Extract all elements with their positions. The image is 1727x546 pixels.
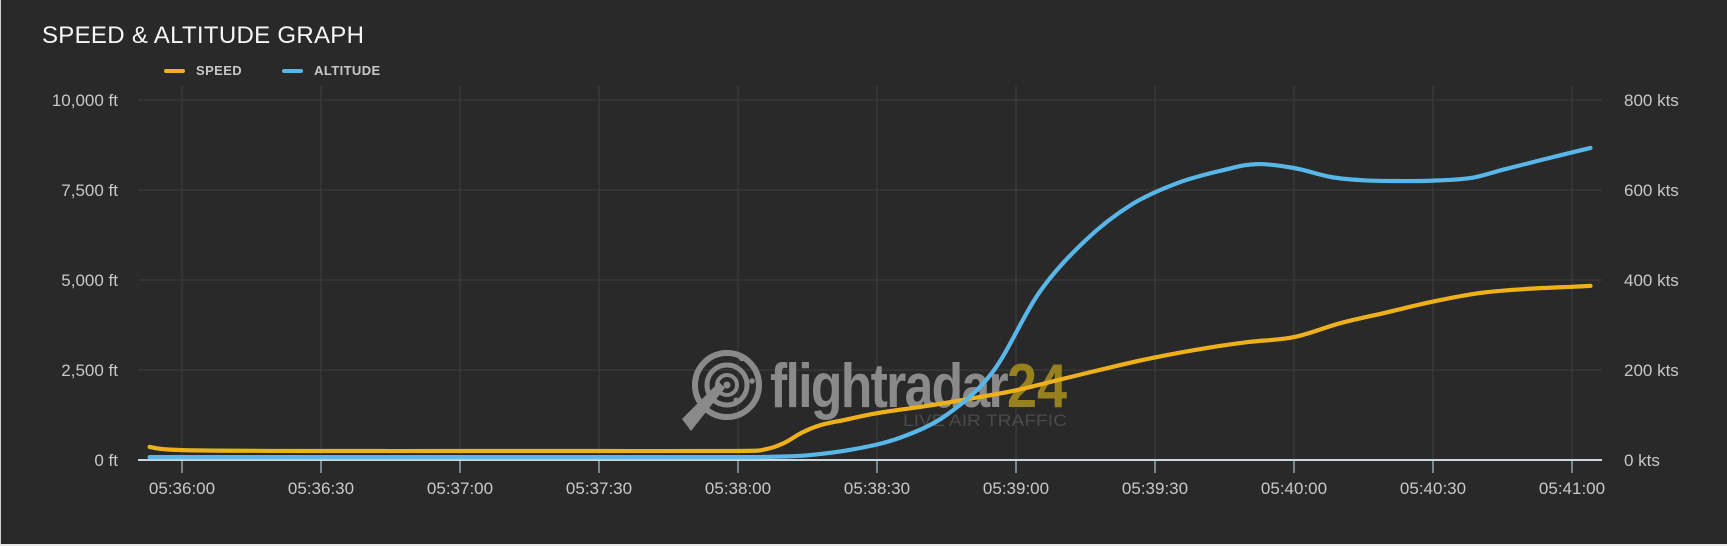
y-left-tick-label: 7,500 ft [61,181,118,200]
x-tick-label: 05:38:30 [844,479,910,498]
speed-line-swatch [164,68,185,73]
x-tick-label: 05:37:00 [427,479,493,498]
x-tick-label: 05:39:00 [983,479,1049,498]
x-tick-label: 05:38:00 [705,479,771,498]
series-layer [147,145,1593,460]
x-tick-label: 05:36:30 [288,479,354,498]
legend-item-speed[interactable]: SPEED [164,63,242,78]
radar-logo-icon [682,350,762,431]
legend-item-altitude[interactable]: ALTITUDE [282,63,381,78]
y-right-tick-label: 200 kts [1624,361,1679,380]
y-right-tick-label: 800 kts [1624,91,1679,110]
y-right-tick-label: 600 kts [1624,181,1679,200]
graph-title: SPEED & ALTITUDE GRAPH [42,22,365,49]
y-right-tick-label: 400 kts [1624,271,1679,290]
speed-line [147,283,1593,454]
altitude-line [147,145,1593,460]
legend-label-altitude: ALTITUDE [314,63,381,78]
x-tick-label: 05:36:00 [149,479,215,498]
y-left-tick-label: 0 ft [94,451,118,470]
flightradar24-watermark: flightradar 24 LIVE AIR TRAFFIC [682,350,1067,431]
x-tick-label: 05:39:30 [1122,479,1188,498]
altitude-line-swatch [282,68,304,73]
x-tick-label: 05:40:30 [1400,479,1466,498]
chart-legend: SPEED ALTITUDE [164,63,381,78]
page-bottom-edge [0,544,1727,546]
grid-layer: 10,000 ft 800 kts 7,500 ft 600 kts 5,000 ft 4… [52,86,1679,498]
y-left-tick-label: 2,500 ft [61,361,118,380]
page-left-edge [0,0,1,546]
x-tick-label: 05:41:00 [1539,479,1605,498]
x-tick-label: 05:37:30 [566,479,632,498]
x-tick-label: 05:40:00 [1261,479,1327,498]
legend-label-speed: SPEED [196,63,243,78]
y-right-tick-label: 0 kts [1624,451,1660,470]
y-left-tick-label: 10,000 ft [52,91,118,110]
y-left-tick-label: 5,000 ft [61,271,118,290]
